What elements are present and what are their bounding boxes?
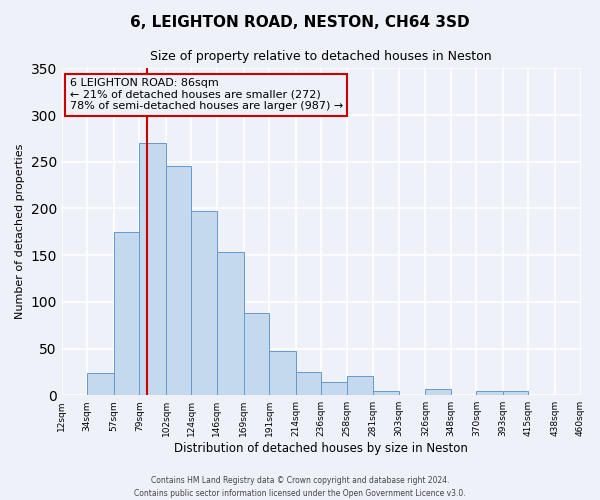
Bar: [166, 166, 191, 395]
Bar: [425, 388, 451, 395]
Y-axis label: Number of detached properties: Number of detached properties: [15, 144, 25, 320]
Bar: [296, 372, 321, 395]
Bar: [321, 382, 347, 395]
Bar: [217, 252, 244, 395]
Bar: [373, 390, 399, 395]
Title: Size of property relative to detached houses in Neston: Size of property relative to detached ho…: [151, 50, 492, 63]
Text: Contains HM Land Registry data © Crown copyright and database right 2024.
Contai: Contains HM Land Registry data © Crown c…: [134, 476, 466, 498]
Bar: [347, 376, 373, 395]
Bar: [191, 211, 217, 395]
Bar: [476, 390, 503, 395]
Bar: [87, 373, 114, 395]
Bar: [269, 352, 296, 395]
Text: 6, LEIGHTON ROAD, NESTON, CH64 3SD: 6, LEIGHTON ROAD, NESTON, CH64 3SD: [130, 15, 470, 30]
Bar: [139, 143, 166, 395]
Bar: [503, 390, 529, 395]
Text: 6 LEIGHTON ROAD: 86sqm
← 21% of detached houses are smaller (272)
78% of semi-de: 6 LEIGHTON ROAD: 86sqm ← 21% of detached…: [70, 78, 343, 112]
X-axis label: Distribution of detached houses by size in Neston: Distribution of detached houses by size …: [174, 442, 468, 455]
Bar: [114, 232, 139, 395]
Bar: [244, 313, 269, 395]
